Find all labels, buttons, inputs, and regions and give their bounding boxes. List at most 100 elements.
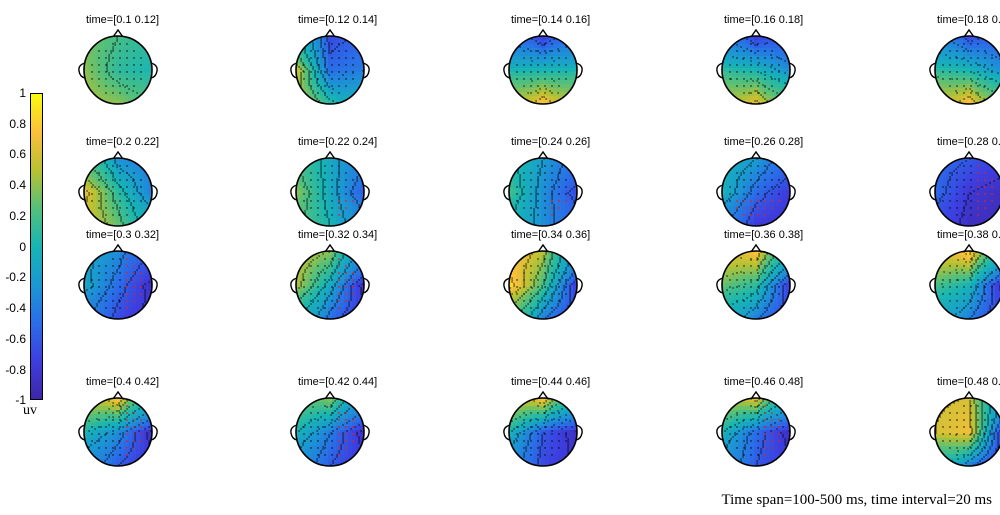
head-outline [716, 28, 796, 79]
scalp-map [78, 28, 158, 105]
head-outline [716, 243, 796, 294]
colorbar-tick-label: 0.6 [9, 147, 26, 161]
scalp-map [78, 390, 158, 467]
topomap-time-label: time=[0.1 0.12] [86, 14, 160, 26]
topomap-panel: time=[0.42 0.44] [282, 376, 442, 486]
head-outline [503, 28, 583, 79]
electrode-markers [729, 405, 780, 456]
topomap-panel: time=[0.14 0.16] [495, 14, 655, 124]
electrode-markers [303, 43, 354, 94]
head-outline [503, 243, 583, 294]
head-outline [929, 243, 975, 294]
topomap-time-label: time=[0.12 0.14] [298, 14, 378, 26]
contour-line [758, 274, 788, 319]
topomap-time-label: time=[0.3 0.32] [86, 229, 160, 241]
electrode-markers [91, 258, 142, 309]
electrode-markers [729, 258, 780, 309]
electrode-markers [303, 258, 354, 309]
topomap-panel: time=[0.18 0.2] [921, 14, 1000, 124]
contour-line [84, 189, 90, 205]
head-outline [503, 150, 583, 201]
potential-field [722, 251, 790, 319]
scalp-map [716, 390, 796, 467]
contour-line [760, 71, 790, 87]
topomap-time-label: time=[0.2 0.22] [86, 136, 160, 148]
electrode-markers [942, 258, 993, 309]
scalp-map [503, 390, 583, 467]
scalp-map [503, 28, 583, 105]
scalp-map [716, 28, 796, 105]
scalp-map [716, 150, 796, 227]
scalp-map [929, 28, 1000, 105]
topomap-panel: time=[0.32 0.34] [282, 229, 442, 339]
scalp-map [290, 28, 370, 105]
topomap-panel: time=[0.16 0.18] [708, 14, 868, 124]
contour-line [937, 158, 971, 205]
topomap-time-label: time=[0.34 0.36] [511, 229, 591, 241]
electrode-markers [516, 165, 567, 216]
scalp-map [290, 390, 370, 467]
colorbar-tick-label: 0.4 [9, 178, 26, 192]
contour-line [531, 59, 555, 63]
contour-line [114, 158, 150, 207]
head-outline [290, 390, 370, 441]
topomap-panel: time=[0.48 0.5] [921, 376, 1000, 486]
electrode-markers [303, 405, 354, 456]
head-outline [78, 28, 158, 79]
topomap-panel: time=[0.22 0.24] [282, 136, 442, 246]
topomap-time-label: time=[0.28 0.3] [937, 136, 1000, 148]
scalp-map [290, 243, 370, 320]
scalp-map [929, 390, 1000, 467]
contour-line [298, 251, 330, 290]
topomap-time-label: time=[0.44 0.46] [511, 376, 591, 388]
topomap-time-label: time=[0.4 0.42] [86, 376, 160, 388]
head-outline [78, 390, 158, 441]
scalp-map [290, 150, 370, 227]
electrode-markers [729, 43, 780, 94]
colorbar-unit-label: uv [23, 403, 37, 418]
electrode-markers [942, 43, 993, 94]
head-outline [78, 150, 158, 201]
scalp-map [503, 150, 583, 227]
topomap-panel: time=[0.4 0.42] [70, 376, 230, 486]
colorbar-tick-label: -0.2 [5, 270, 26, 284]
head-outline [290, 243, 370, 294]
head-outline [78, 243, 158, 294]
electrode-markers [91, 405, 142, 456]
head-outline [716, 390, 796, 441]
electrode-markers [303, 165, 354, 216]
scalp-map [78, 243, 158, 320]
topomap-time-label: time=[0.36 0.38] [724, 229, 804, 241]
colorbar-tick-label: -0.8 [5, 363, 26, 377]
colorbar-tick-label: 0.2 [9, 209, 26, 223]
topomap-time-label: time=[0.26 0.28] [724, 136, 804, 148]
potential-field [935, 158, 1000, 226]
topomap-time-label: time=[0.22 0.24] [298, 136, 378, 148]
head-outline [929, 390, 975, 441]
topomap-panel: time=[0.46 0.48] [708, 376, 868, 486]
topomap-panel: time=[0.1 0.12] [70, 14, 230, 124]
electrode-markers [729, 165, 780, 216]
head-outline [929, 150, 975, 201]
contour-line [537, 425, 573, 466]
contour-line [750, 99, 760, 104]
topomap-time-label: time=[0.46 0.48] [724, 376, 804, 388]
topomap-panel: time=[0.3 0.32] [70, 229, 230, 339]
scalp-map [716, 243, 796, 320]
electrode-markers [516, 43, 567, 94]
colorbar-tick-label: -1 [15, 393, 26, 407]
topomap-panel: time=[0.38 0.4] [921, 229, 1000, 339]
scalp-map [929, 243, 1000, 320]
topomap-time-label: time=[0.38 0.4] [937, 229, 1000, 241]
topomap-time-label: time=[0.42 0.44] [298, 376, 378, 388]
electrode-markers [942, 405, 993, 456]
electrode-markers [91, 43, 142, 94]
topomap-panel: time=[0.36 0.38] [708, 229, 868, 339]
scalp-map [929, 150, 1000, 227]
colorbar-tick-label: -0.4 [5, 301, 26, 315]
topomap-panel: time=[0.26 0.28] [708, 136, 868, 246]
head-outline [503, 390, 583, 441]
colorbar-tick-label: 0.8 [9, 117, 26, 131]
topomap-panel: time=[0.34 0.36] [495, 229, 655, 339]
